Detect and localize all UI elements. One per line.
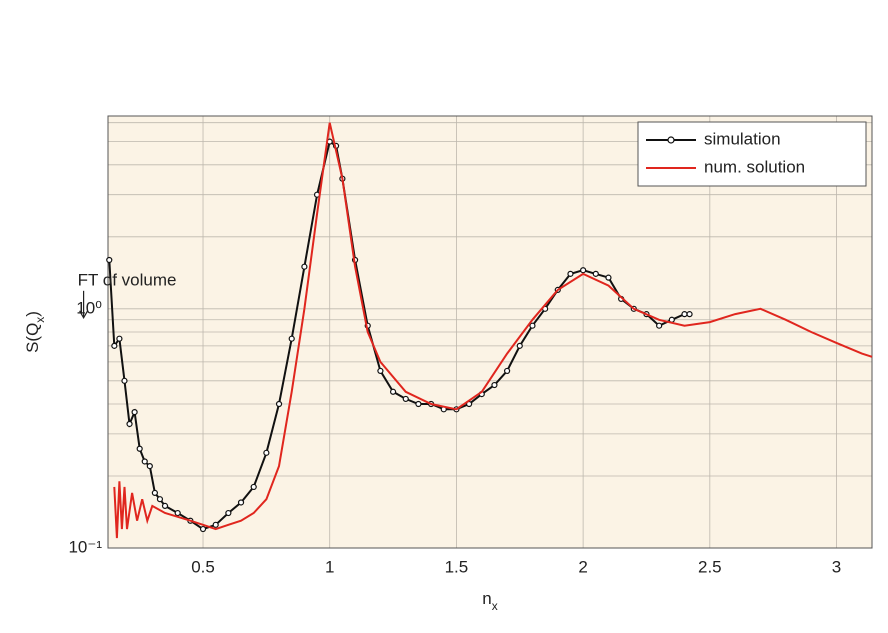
data-point [567, 270, 574, 277]
legend-marker [667, 136, 675, 144]
plot-frame [107, 115, 873, 549]
data-point [212, 521, 219, 528]
x-axis-label: nx [482, 589, 497, 613]
data-point [263, 449, 270, 456]
data-point [141, 458, 148, 465]
data-point [250, 483, 257, 491]
data-point [199, 525, 207, 533]
x-axis-label-part: x [492, 599, 498, 613]
data-point [106, 256, 113, 264]
data-point [686, 311, 693, 318]
y-axis-label: S(Qx) [23, 311, 47, 353]
y-axis-label-part: x [33, 317, 47, 323]
data-point [116, 335, 123, 342]
data-point [151, 489, 158, 496]
y-tick-label: 10⁻¹ [68, 537, 102, 556]
data-point [681, 311, 688, 318]
data-point [389, 388, 397, 395]
x-tick-label: 1 [325, 557, 334, 576]
data-point [111, 342, 118, 349]
data-point [402, 395, 409, 403]
y-axis-label-part: S(Q [23, 323, 42, 353]
data-point [415, 400, 422, 408]
data-point [656, 322, 663, 329]
data-point [516, 342, 523, 349]
data-point [136, 445, 143, 452]
annotation-arrowhead [79, 310, 89, 320]
data-point [131, 408, 138, 416]
x-tick-label: 2.5 [698, 557, 722, 576]
x-axis-label-part: n [482, 589, 491, 608]
data-point [288, 335, 295, 342]
legend-label: num. solution [704, 157, 805, 176]
x-tick-label: 2 [578, 557, 587, 576]
data-point [580, 267, 587, 274]
data-point [126, 420, 133, 428]
data-point [491, 381, 498, 389]
data-point [121, 377, 128, 384]
data-point [377, 367, 384, 375]
data-point [504, 367, 511, 375]
x-tick-label: 0.5 [191, 557, 215, 576]
data-point [529, 322, 536, 329]
data-point [237, 499, 245, 506]
series-line [113, 122, 873, 539]
data-point [146, 462, 153, 470]
x-tick-label: 1.5 [445, 557, 469, 576]
data-point [605, 274, 612, 281]
data-point [225, 509, 232, 517]
y-axis-label-part: ) [23, 311, 42, 317]
annotation: FT of volume [78, 270, 177, 289]
y-tick-label: 10⁰ [76, 298, 102, 317]
data-point [161, 502, 169, 509]
legend-label: simulation [704, 129, 781, 148]
data-point [592, 270, 599, 277]
legend-box [637, 121, 867, 187]
data-point [156, 496, 164, 503]
data-point [301, 263, 308, 270]
data-point [275, 400, 283, 408]
data-point [174, 509, 181, 517]
x-tick-label: 3 [832, 557, 841, 576]
